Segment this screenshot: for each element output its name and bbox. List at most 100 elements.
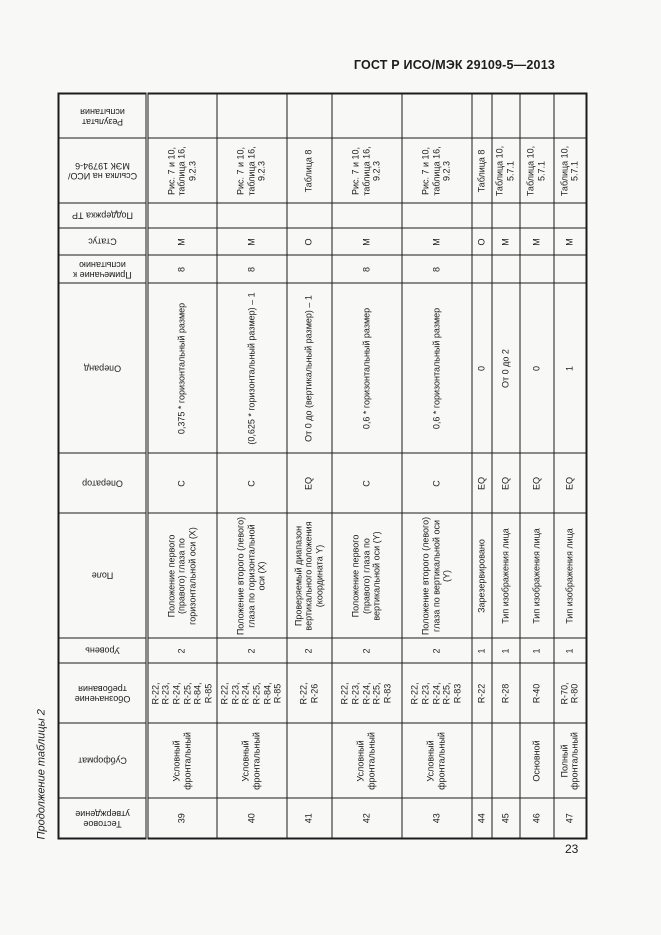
cell-status-46: M xyxy=(519,228,554,256)
cell-ref-44: Таблица 8 xyxy=(471,138,492,204)
cell-level-41: 2 xyxy=(286,638,332,664)
column-header-ref: Ссылка на ИСО/МЭК 19794-6 xyxy=(58,138,147,204)
table-row-44: 44 R-22 1 Зарезервировано EQ 0 O Таблица 8 xyxy=(471,93,492,839)
column-header-label: Ссылка на ИСО/МЭК 19794-6 xyxy=(67,161,137,182)
table-body: 39 Условный фронтальный R-22, R-23, R-24, … xyxy=(146,93,587,839)
document-code: ГОСТ Р ИСО/МЭК 29109-5—2013 xyxy=(353,58,555,72)
column-header-operator: Оператор xyxy=(58,453,147,514)
cell-note-45 xyxy=(491,255,520,284)
cell-field-44: Зарезервировано xyxy=(471,513,492,639)
cell-operand-47: 1 xyxy=(553,283,587,454)
cell-status-43: M xyxy=(401,228,472,256)
column-header-label: Операнд xyxy=(83,363,121,374)
cell-subformat-47: Полный фронтальный xyxy=(553,723,587,799)
cell-field-47: Тип изображения лица xyxy=(553,513,587,639)
cell-subformat-42: Условный фронтальный xyxy=(331,723,402,799)
cell-operand-41: От 0 до (вертикальный размер) – 1 xyxy=(286,283,332,454)
cell-req-42: R-22, R-23, R-24, R-25, R-83 xyxy=(331,663,402,724)
cell-id-40: 40 xyxy=(216,798,287,839)
cell-tr-41 xyxy=(286,203,332,229)
cell-operand-39: 0,375 * горизонтальный размер xyxy=(146,283,217,454)
cell-id-42: 42 xyxy=(331,798,402,839)
cell-operator-44: EQ xyxy=(471,453,492,514)
cell-req-47: R-70, R-80 xyxy=(553,663,587,724)
cell-ref-42: Рис. 7 и 10, таблица 16, 9.2.3 xyxy=(331,138,402,204)
cell-id-41: 41 xyxy=(286,798,332,839)
table-header: Тестовое утверждение Субформат Обозначение… xyxy=(58,93,147,839)
cell-note-42: 8 xyxy=(331,255,402,284)
rotated-table-wrapper: Продолжение таблицы 2 Тестовое утвержден… xyxy=(35,92,588,840)
cell-subformat-45 xyxy=(491,723,520,799)
cell-tr-46 xyxy=(519,203,554,229)
cell-result-43 xyxy=(401,93,472,139)
table-row-43: 43 Условный фронтальный R-22, R-23, R-24, … xyxy=(401,93,472,839)
cell-id-39: 39 xyxy=(146,798,217,839)
column-header-label: Уровень xyxy=(84,646,120,657)
column-header-label: Результат испытания xyxy=(79,106,125,127)
cell-level-42: 2 xyxy=(331,638,402,664)
cell-operator-43: C xyxy=(401,453,472,514)
cell-id-47: 47 xyxy=(553,798,587,839)
cell-note-40: 8 xyxy=(216,255,287,284)
cell-result-41 xyxy=(286,93,332,139)
cell-id-46: 46 xyxy=(519,798,554,839)
cell-result-46 xyxy=(519,93,554,139)
table-row-39: 39 Условный фронтальный R-22, R-23, R-24, … xyxy=(146,93,217,839)
table-row-47: 47 Полный фронтальный R-70, R-80 1 Тип изобр… xyxy=(553,93,587,839)
cell-ref-46: Таблица 10, 5.7.1 xyxy=(519,138,554,204)
cell-subformat-39: Условный фронтальный xyxy=(146,723,217,799)
cell-level-47: 1 xyxy=(553,638,587,664)
cell-ref-41: Таблица 8 xyxy=(286,138,332,204)
cell-level-43: 2 xyxy=(401,638,472,664)
cell-tr-45 xyxy=(491,203,520,229)
column-header-id: Тестовое утверждение xyxy=(58,798,147,839)
cell-status-41: O xyxy=(286,228,332,256)
cell-field-46: Тип изображения лица xyxy=(519,513,554,639)
cell-tr-44 xyxy=(471,203,492,229)
cell-status-47: M xyxy=(553,228,587,256)
cell-note-46 xyxy=(519,255,554,284)
cell-result-45 xyxy=(491,93,520,139)
cell-tr-40 xyxy=(216,203,287,229)
table-caption: Продолжение таблицы 2 xyxy=(35,709,48,840)
cell-ref-39: Рис. 7 и 10, таблица 16, 9.2.3 xyxy=(146,138,217,204)
cell-ref-43: Рис. 7 и 10, таблица 16, 9.2.3 xyxy=(401,138,472,204)
table-row-40: 40 Условный фронтальный R-22, R-23, R-24, … xyxy=(216,93,287,839)
column-header-level: Уровень xyxy=(58,638,147,664)
column-header-result: Результат испытания xyxy=(58,93,147,139)
cell-operand-45: От 0 до 2 xyxy=(491,283,520,454)
column-header-status: Статус xyxy=(58,228,147,256)
cell-field-41: Проверяемый диапазон вертикального полож… xyxy=(286,513,332,639)
cell-tr-43 xyxy=(401,203,472,229)
cell-status-39: M xyxy=(146,228,217,256)
cell-req-44: R-22 xyxy=(471,663,492,724)
column-header-label: Поле xyxy=(91,571,114,582)
cell-result-47 xyxy=(553,93,587,139)
cell-operator-45: EQ xyxy=(491,453,520,514)
table-row-41: 41 R-22, R-26 2 Проверяемый диапазон вертик… xyxy=(286,93,332,839)
cell-ref-40: Рис. 7 и 10, таблица 16, 9.2.3 xyxy=(216,138,287,204)
cell-ref-45: Таблица 10, 5.7.1 xyxy=(491,138,520,204)
column-header-label: Тестовое утверждение xyxy=(74,808,130,829)
cell-status-45: M xyxy=(491,228,520,256)
cell-status-40: M xyxy=(216,228,287,256)
cell-operator-46: EQ xyxy=(519,453,554,514)
cell-subformat-43: Условный фронтальный xyxy=(401,723,472,799)
cell-operand-40: (0,625 * горизонтальный размер) – 1 xyxy=(216,283,287,454)
cell-result-40 xyxy=(216,93,287,139)
column-header-operand: Операнд xyxy=(58,283,147,454)
cell-operand-42: 0,6 * горизонтальный размер xyxy=(331,283,402,454)
cell-id-43: 43 xyxy=(401,798,472,839)
column-header-note: Примечание к испытанию xyxy=(58,255,147,284)
table-row-46: 46 Основной R-40 1 Тип изображения лица EQ 0 M Т… xyxy=(519,93,554,839)
cell-field-39: Положение первого (правого) глаза по гор… xyxy=(146,513,217,639)
cell-operand-46: 0 xyxy=(519,283,554,454)
conformance-test-table: Тестовое утверждение Субформат Обозначение… xyxy=(57,92,588,840)
cell-note-43: 8 xyxy=(401,255,472,284)
cell-operator-39: C xyxy=(146,453,217,514)
column-header-label: Поддержка ТР xyxy=(71,211,133,222)
column-header-label: Субформат xyxy=(77,756,127,767)
cell-req-41: R-22, R-26 xyxy=(286,663,332,724)
cell-subformat-46: Основной xyxy=(519,723,554,799)
cell-level-39: 2 xyxy=(146,638,217,664)
